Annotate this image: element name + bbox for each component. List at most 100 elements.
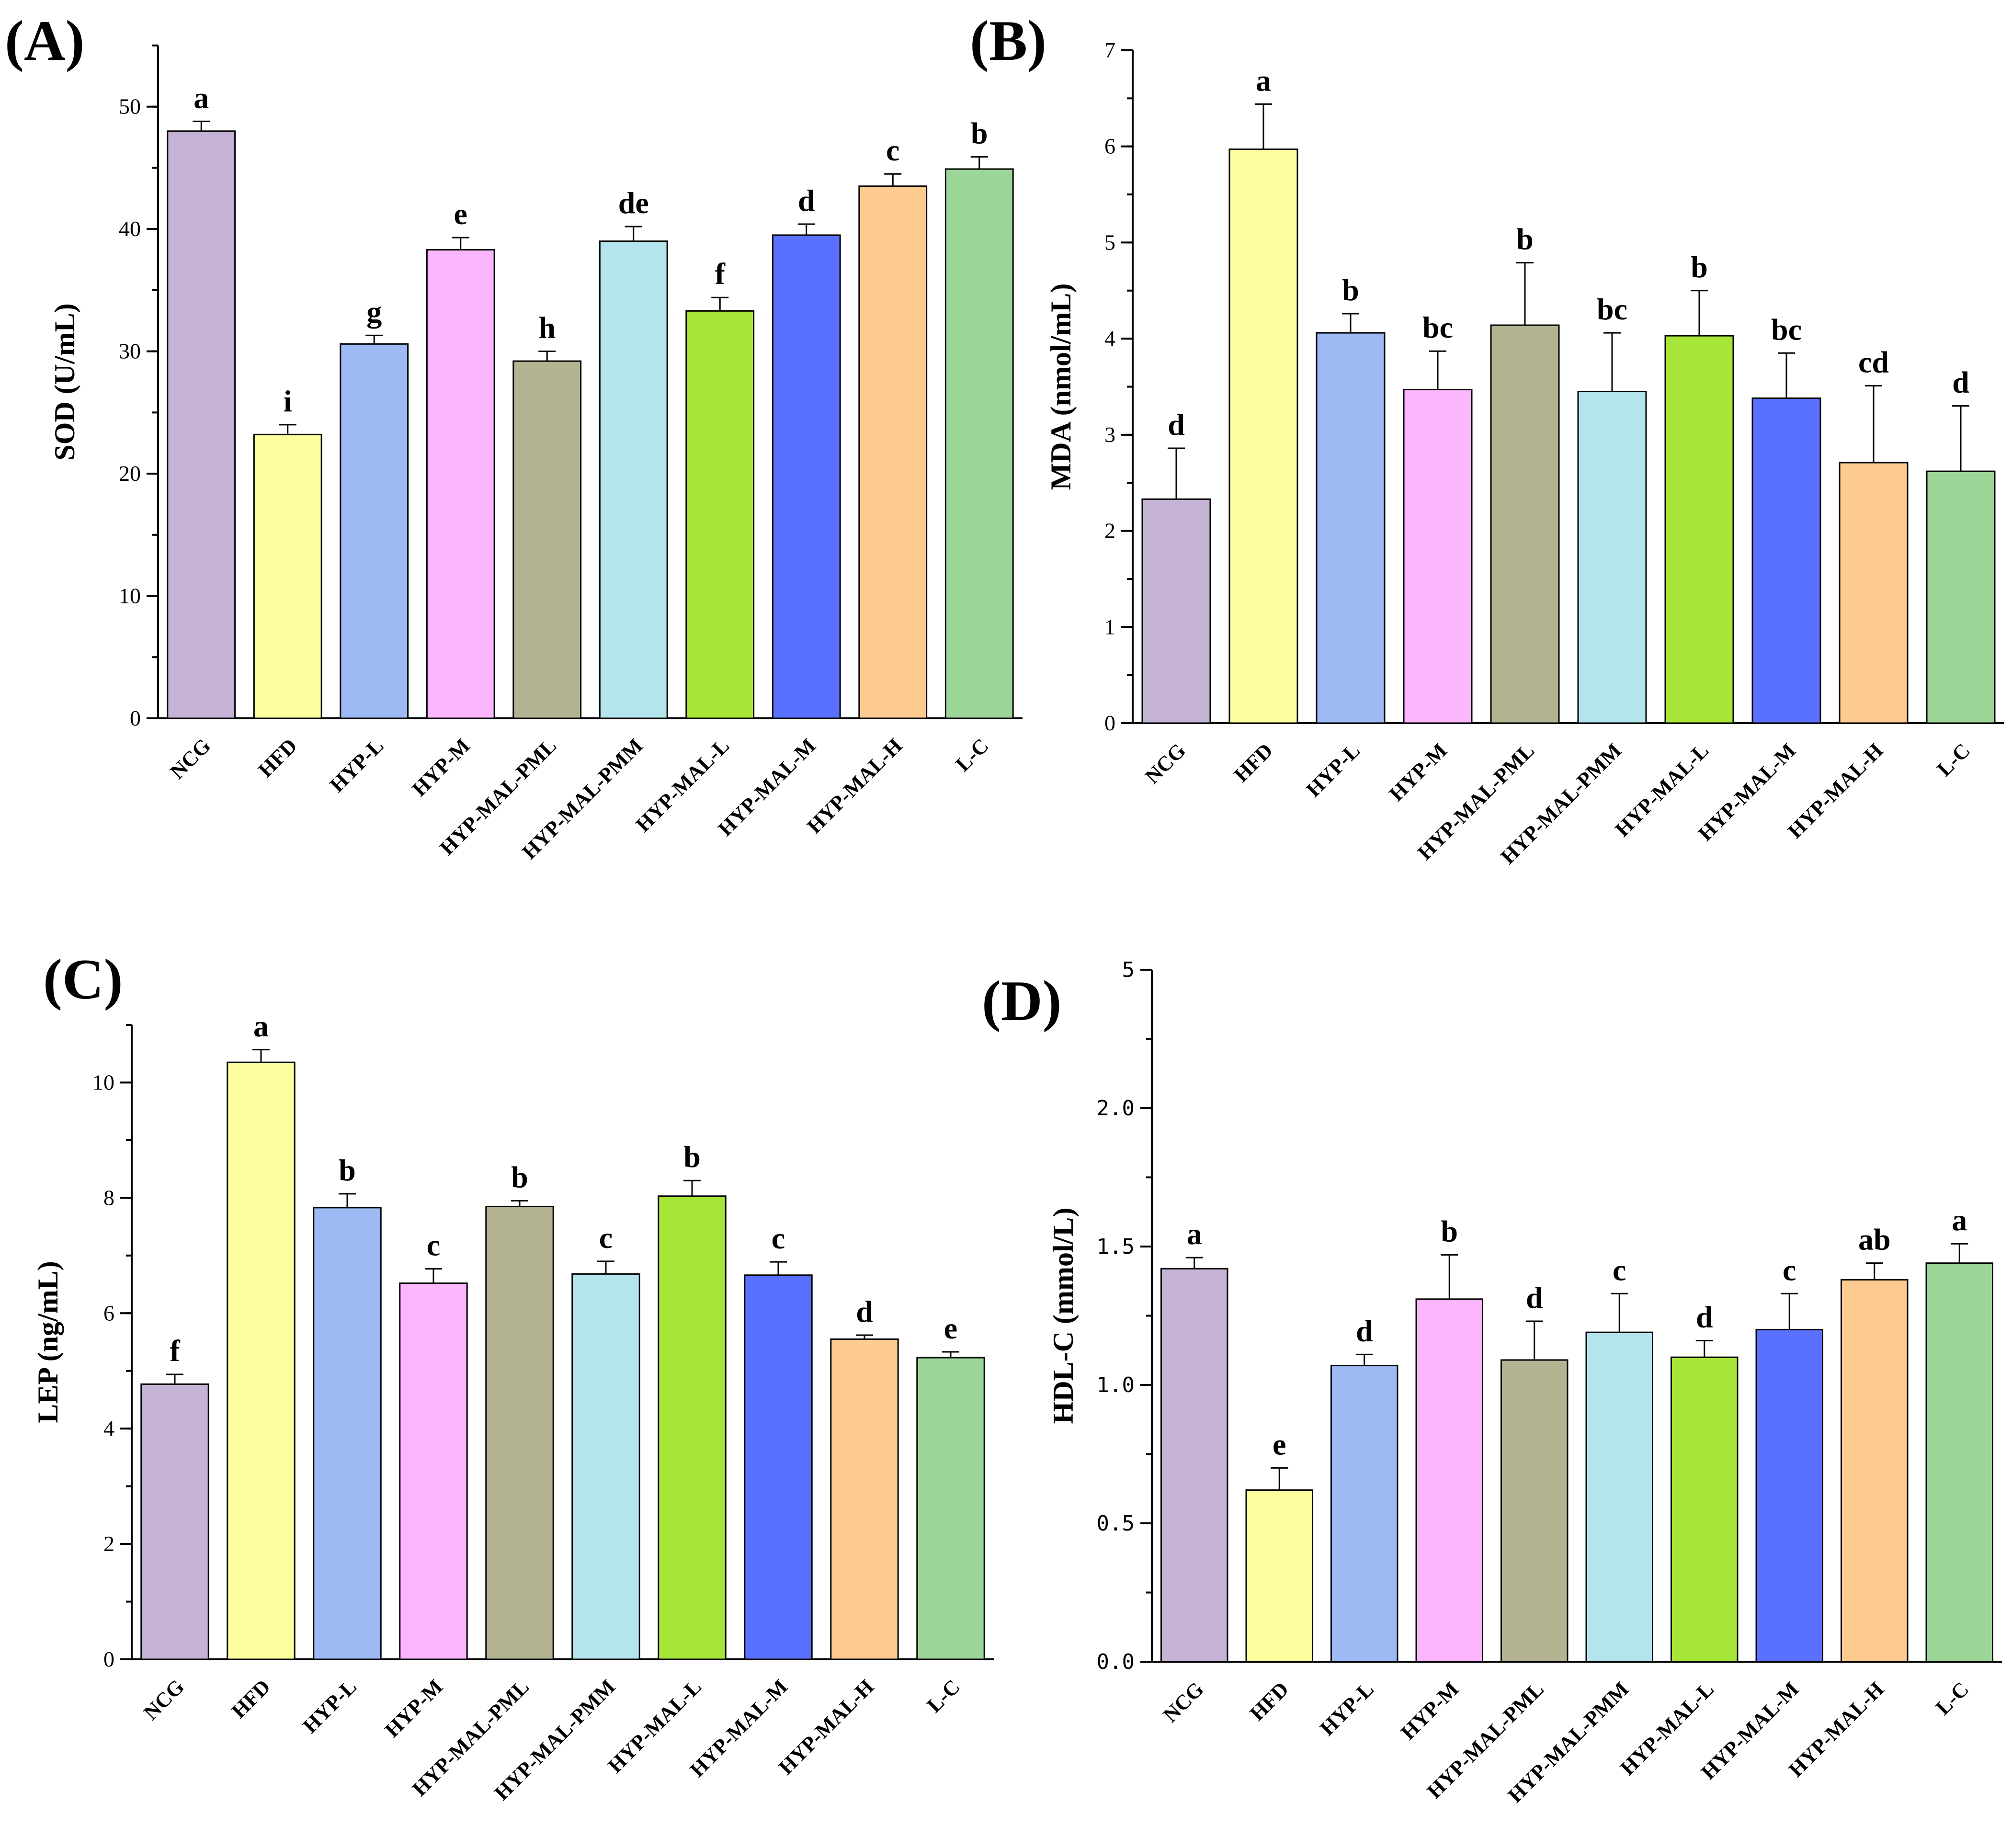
y-tick-label: 0.5 [1097, 1511, 1135, 1536]
significance-letter: bc [1771, 312, 1802, 346]
x-tick-label: NCG [1159, 1677, 1208, 1727]
significance-letter: c [1783, 1253, 1796, 1287]
significance-letter: c [599, 1221, 613, 1255]
bar-hyp-m [1403, 389, 1473, 724]
bar-hyp-mal-pml [1490, 324, 1560, 724]
bar-hfd [1245, 1489, 1313, 1663]
bar-hyp-mal-l [1664, 335, 1734, 724]
significance-letter: b [339, 1153, 356, 1187]
bar-hyp-mal-h [1841, 1279, 1909, 1663]
y-axis-label: LEP (ng/mL) [32, 1261, 64, 1423]
x-tick-label: HFD [253, 734, 301, 782]
y-tick-label: 1.0 [1097, 1373, 1135, 1397]
y-tick-label: 7 [1104, 38, 1115, 62]
significance-letter: ab [1858, 1223, 1891, 1257]
x-tick-label: HYP-L [298, 1675, 361, 1737]
significance-letter: d [1696, 1300, 1713, 1334]
panel-label: (D) [982, 969, 1062, 1032]
bar-hyp-mal-m [744, 1274, 813, 1660]
significance-letter: c [427, 1228, 440, 1262]
bar-ncg [1141, 498, 1211, 724]
x-tick-label: HFD [1245, 1677, 1293, 1725]
bar-hyp-mal-pmm [1585, 1331, 1653, 1663]
y-tick-label: 30 [119, 339, 141, 363]
x-tick-label: HYP-M [408, 734, 475, 801]
bar-hyp-mal-h [1839, 462, 1909, 724]
y-tick-label: 2.0 [1097, 1096, 1135, 1121]
y-axis-label: SOD (U/mL) [49, 303, 80, 460]
y-tick-label: 20 [119, 461, 141, 486]
significance-letter: c [1613, 1253, 1626, 1287]
bar-hyp-mal-m [1755, 1328, 1823, 1663]
bar-hyp-mal-pml [1500, 1359, 1569, 1663]
x-tick-label: HFD [227, 1675, 275, 1723]
bar-hyp-l [340, 343, 409, 719]
bar-hyp-l [1316, 332, 1386, 724]
significance-letter: a [1952, 1203, 1967, 1237]
significance-letter: e [1273, 1427, 1286, 1461]
y-tick-label: 4 [103, 1416, 114, 1440]
bar-hyp-l [1330, 1365, 1398, 1663]
y-tick-label: 8 [103, 1185, 114, 1210]
bar-hfd [253, 433, 322, 719]
significance-letter: de [618, 186, 649, 220]
significance-letter: b [511, 1160, 528, 1194]
panel-a-sod-chart: (A) SOD (U/mL) 0 10 20 30 40 50 a NCG i HFD g HYP-L e H… [5, 9, 1023, 864]
y-tick-label: 6 [103, 1301, 114, 1325]
y-tick-label: 1 [1104, 614, 1115, 639]
bar-hyp-mal-pmm [571, 1273, 640, 1660]
y-tick-label: 0 [103, 1647, 114, 1671]
y-tick-label: 0.0 [1097, 1650, 1135, 1674]
significance-letter: d [1952, 365, 1969, 399]
significance-letter: d [856, 1294, 873, 1328]
significance-letter: d [1526, 1281, 1543, 1315]
x-tick-label: NCG [139, 1675, 189, 1724]
bar-hyp-m [1415, 1298, 1483, 1663]
x-tick-label: NCG [1140, 738, 1190, 788]
bar-hyp-mal-l [658, 1195, 727, 1660]
x-tick-label: HYP-L [1315, 1677, 1378, 1740]
y-tick-label: 40 [119, 216, 141, 241]
significance-letter: b [1691, 250, 1708, 284]
bar-hyp-mal-m [772, 234, 841, 719]
significance-letter: a [253, 1009, 269, 1043]
panel-label: (A) [5, 9, 85, 72]
y-tick-label: 50 [119, 94, 141, 119]
x-tick-label: HYP-M [1385, 738, 1452, 805]
bar-l-c [944, 168, 1014, 719]
significance-letter: a [1256, 63, 1271, 97]
bar-hfd [227, 1061, 296, 1660]
significance-letter: b [971, 116, 988, 150]
x-tick-label: L-C [1931, 1677, 1973, 1719]
bar-hyp-mal-pml [485, 1205, 554, 1660]
bar-ncg [167, 130, 236, 719]
bar-hyp-m [426, 249, 495, 719]
x-tick-label: L-C [922, 1675, 965, 1717]
significance-letter: g [366, 295, 382, 329]
significance-letter: bc [1597, 292, 1627, 326]
significance-letter: c [886, 133, 899, 167]
significance-letter: i [284, 384, 292, 418]
y-tick-label: 6 [1104, 134, 1115, 159]
y-tick-label: 5 [1104, 230, 1115, 254]
bar-hyp-mal-h [830, 1338, 899, 1660]
bar-hyp-mal-h [858, 185, 928, 719]
significance-letter: bc [1422, 310, 1453, 344]
y-tick-label: 0 [130, 706, 141, 730]
y-tick-label: 10 [92, 1070, 114, 1094]
significance-letter: b [1516, 222, 1534, 256]
bar-l-c [1925, 1262, 1993, 1663]
significance-letter: a [193, 80, 209, 114]
bar-l-c [1926, 470, 1996, 724]
x-tick-label: HFD [1229, 738, 1277, 786]
significance-letter: e [944, 1311, 957, 1345]
y-tick-label: 4 [1104, 326, 1115, 351]
x-tick-label: HYP-M [380, 1675, 447, 1742]
significance-letter: h [538, 311, 556, 345]
significance-letter: f [715, 257, 726, 291]
significance-letter: f [170, 1334, 180, 1368]
significance-letter: cd [1858, 345, 1889, 379]
significance-letter: d [798, 183, 815, 217]
bar-ncg [1160, 1268, 1228, 1663]
